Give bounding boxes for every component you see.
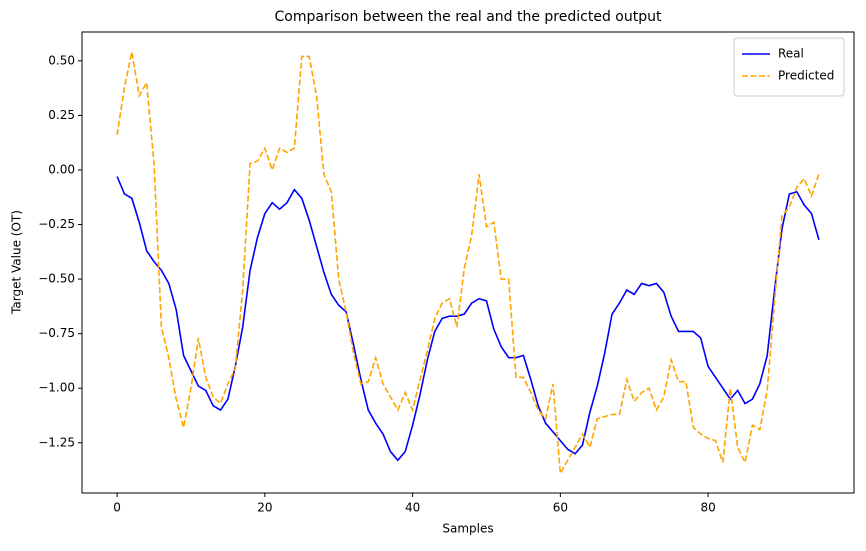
data-line	[116, 51, 820, 477]
y-tick-label: 0.00	[48, 162, 75, 176]
x-tick-label: 40	[405, 501, 420, 515]
legend-box	[733, 37, 845, 97]
y-tick-label: 0.50	[48, 53, 75, 67]
y-tick-label: 0.25	[48, 108, 75, 122]
y-tick-label: −0.75	[38, 326, 75, 340]
plot-frame	[81, 31, 855, 494]
chart-title: Comparison between the real and the pred…	[275, 9, 662, 25]
x-tick-label: 60	[553, 501, 568, 515]
y-tick-label: −1.00	[38, 381, 75, 395]
x-tick-label: 0	[113, 501, 121, 515]
data-line	[116, 176, 820, 462]
x-tick-label: 80	[700, 501, 715, 515]
x-tick-label: 20	[257, 501, 272, 515]
x-axis-label: Samples	[442, 522, 493, 536]
y-tick-label: −1.25	[38, 435, 75, 449]
y-tick-label: −0.50	[38, 272, 75, 286]
y-axis-label: Target Value (OT)	[10, 210, 24, 315]
legend-label: Real	[778, 47, 804, 61]
legend-label: Predicted	[778, 69, 834, 83]
y-tick-label: −0.25	[38, 217, 75, 231]
